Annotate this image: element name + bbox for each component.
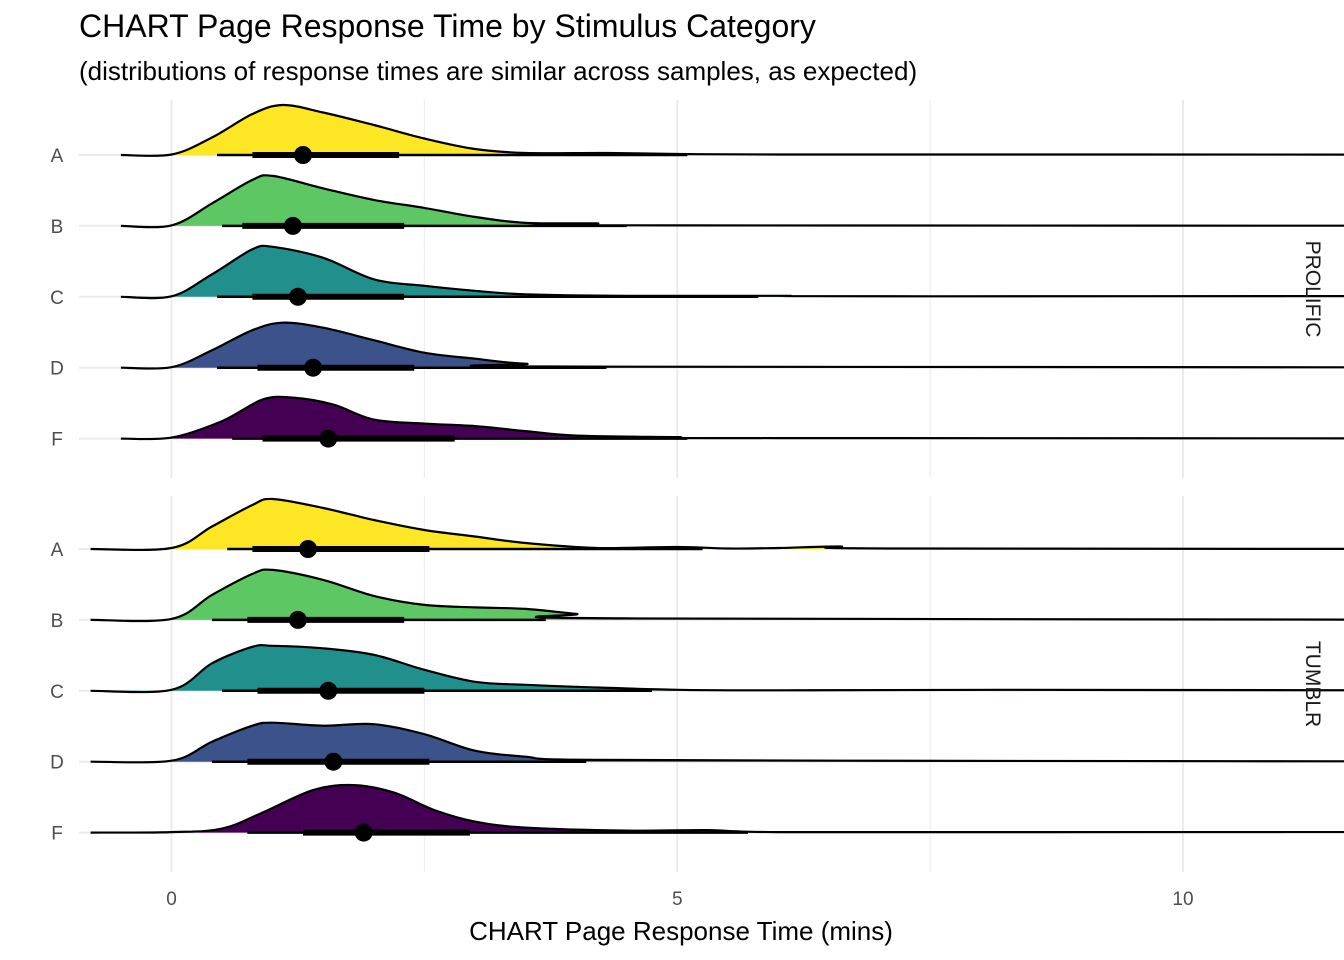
density-outline [120,321,1344,370]
density-fill [90,498,1344,550]
density-outline [120,174,1344,229]
density-outline [90,721,1344,764]
category-label: B [51,217,64,238]
x-tick-label: 5 [672,889,683,910]
density-fill [120,396,1344,440]
category-label: F [51,430,63,451]
facet-tumblr [90,497,1344,842]
x-tick-label: 0 [166,889,177,910]
density-fill [120,175,1344,228]
category-label: B [51,611,64,632]
ridge-c [90,644,1344,700]
median-point [304,358,323,377]
category-label: D [50,359,64,380]
ridge-f [90,783,1344,842]
ridge-b [90,568,1344,629]
density-outline [120,103,1344,158]
density-fill [120,322,1344,369]
ridge-f [120,395,1344,448]
median-point [319,429,338,448]
ridge-d [120,321,1344,377]
density-fill [90,722,1344,763]
category-label: D [50,753,64,774]
category-labels: A B C D F A B C D F [50,146,64,845]
x-tick-label: 10 [1172,889,1193,910]
density-outline [120,395,1344,441]
category-label: F [51,824,63,845]
median-point [293,146,312,164]
ridge-a [120,103,1344,164]
density-outline [90,497,1344,552]
density-fill [90,645,1344,693]
median-point [324,752,343,771]
ridge-c [120,244,1344,306]
ridge-d [90,721,1344,771]
density-fill [90,569,1344,622]
ridge-a [90,497,1344,558]
chart-title: CHART Page Response Time by Stimulus Cat… [79,8,816,44]
ridges [90,103,1344,842]
density-outline [90,783,1344,834]
ridge-b [120,174,1344,235]
category-label: A [51,146,64,167]
median-point [354,823,373,842]
chart-subtitle: (distributions of response times are sim… [79,56,918,86]
density-fill [120,104,1344,156]
facet-strip-label: PROLIFIC [1301,241,1324,338]
category-label: C [50,288,64,309]
x-axis-title: CHART Page Response Time (mins) [469,916,893,946]
density-fill [90,785,1344,833]
median-point [288,610,307,629]
facet-strip-labels: PROLIFIC TUMBLR [1301,241,1324,728]
median-point [283,216,302,235]
facet-strip-label: TUMBLR [1301,641,1324,727]
median-point [288,287,307,306]
median-point [319,681,338,700]
density-outline [90,644,1344,694]
x-axis-ticks: 05101520 [166,889,1193,910]
category-label: C [50,682,64,703]
density-outline [90,568,1344,623]
facet-prolific [120,103,1344,448]
density-fill [120,245,1344,299]
category-label: A [51,540,64,561]
median-point [299,540,318,558]
